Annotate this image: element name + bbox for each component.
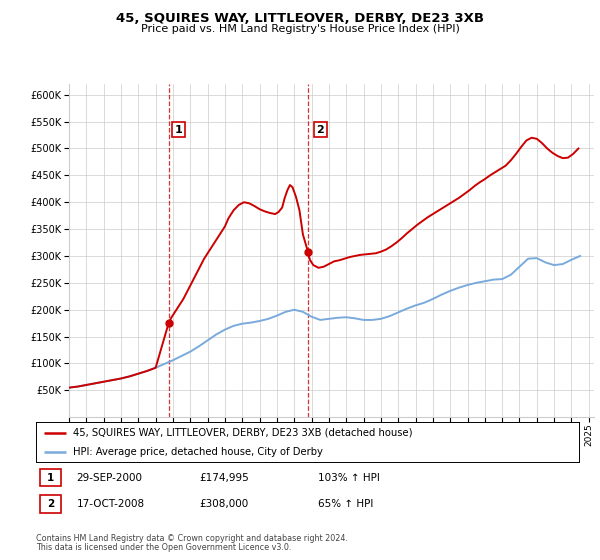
- Text: Contains HM Land Registry data © Crown copyright and database right 2024.: Contains HM Land Registry data © Crown c…: [36, 534, 348, 543]
- Text: £308,000: £308,000: [199, 499, 248, 509]
- Text: Price paid vs. HM Land Registry's House Price Index (HPI): Price paid vs. HM Land Registry's House …: [140, 24, 460, 34]
- Text: £174,995: £174,995: [199, 473, 248, 483]
- Text: This data is licensed under the Open Government Licence v3.0.: This data is licensed under the Open Gov…: [36, 543, 292, 552]
- Text: 29-SEP-2000: 29-SEP-2000: [77, 473, 143, 483]
- Text: 17-OCT-2008: 17-OCT-2008: [77, 499, 145, 509]
- Text: 1: 1: [47, 473, 54, 483]
- Text: 1: 1: [174, 125, 182, 135]
- FancyBboxPatch shape: [40, 469, 61, 486]
- Text: 45, SQUIRES WAY, LITTLEOVER, DERBY, DE23 3XB: 45, SQUIRES WAY, LITTLEOVER, DERBY, DE23…: [116, 12, 484, 25]
- Text: HPI: Average price, detached house, City of Derby: HPI: Average price, detached house, City…: [73, 447, 323, 457]
- Text: 65% ↑ HPI: 65% ↑ HPI: [319, 499, 374, 509]
- Text: 45, SQUIRES WAY, LITTLEOVER, DERBY, DE23 3XB (detached house): 45, SQUIRES WAY, LITTLEOVER, DERBY, DE23…: [73, 428, 412, 437]
- FancyBboxPatch shape: [40, 496, 61, 512]
- Text: 2: 2: [47, 499, 54, 509]
- Text: 103% ↑ HPI: 103% ↑ HPI: [319, 473, 380, 483]
- Text: 2: 2: [316, 125, 324, 135]
